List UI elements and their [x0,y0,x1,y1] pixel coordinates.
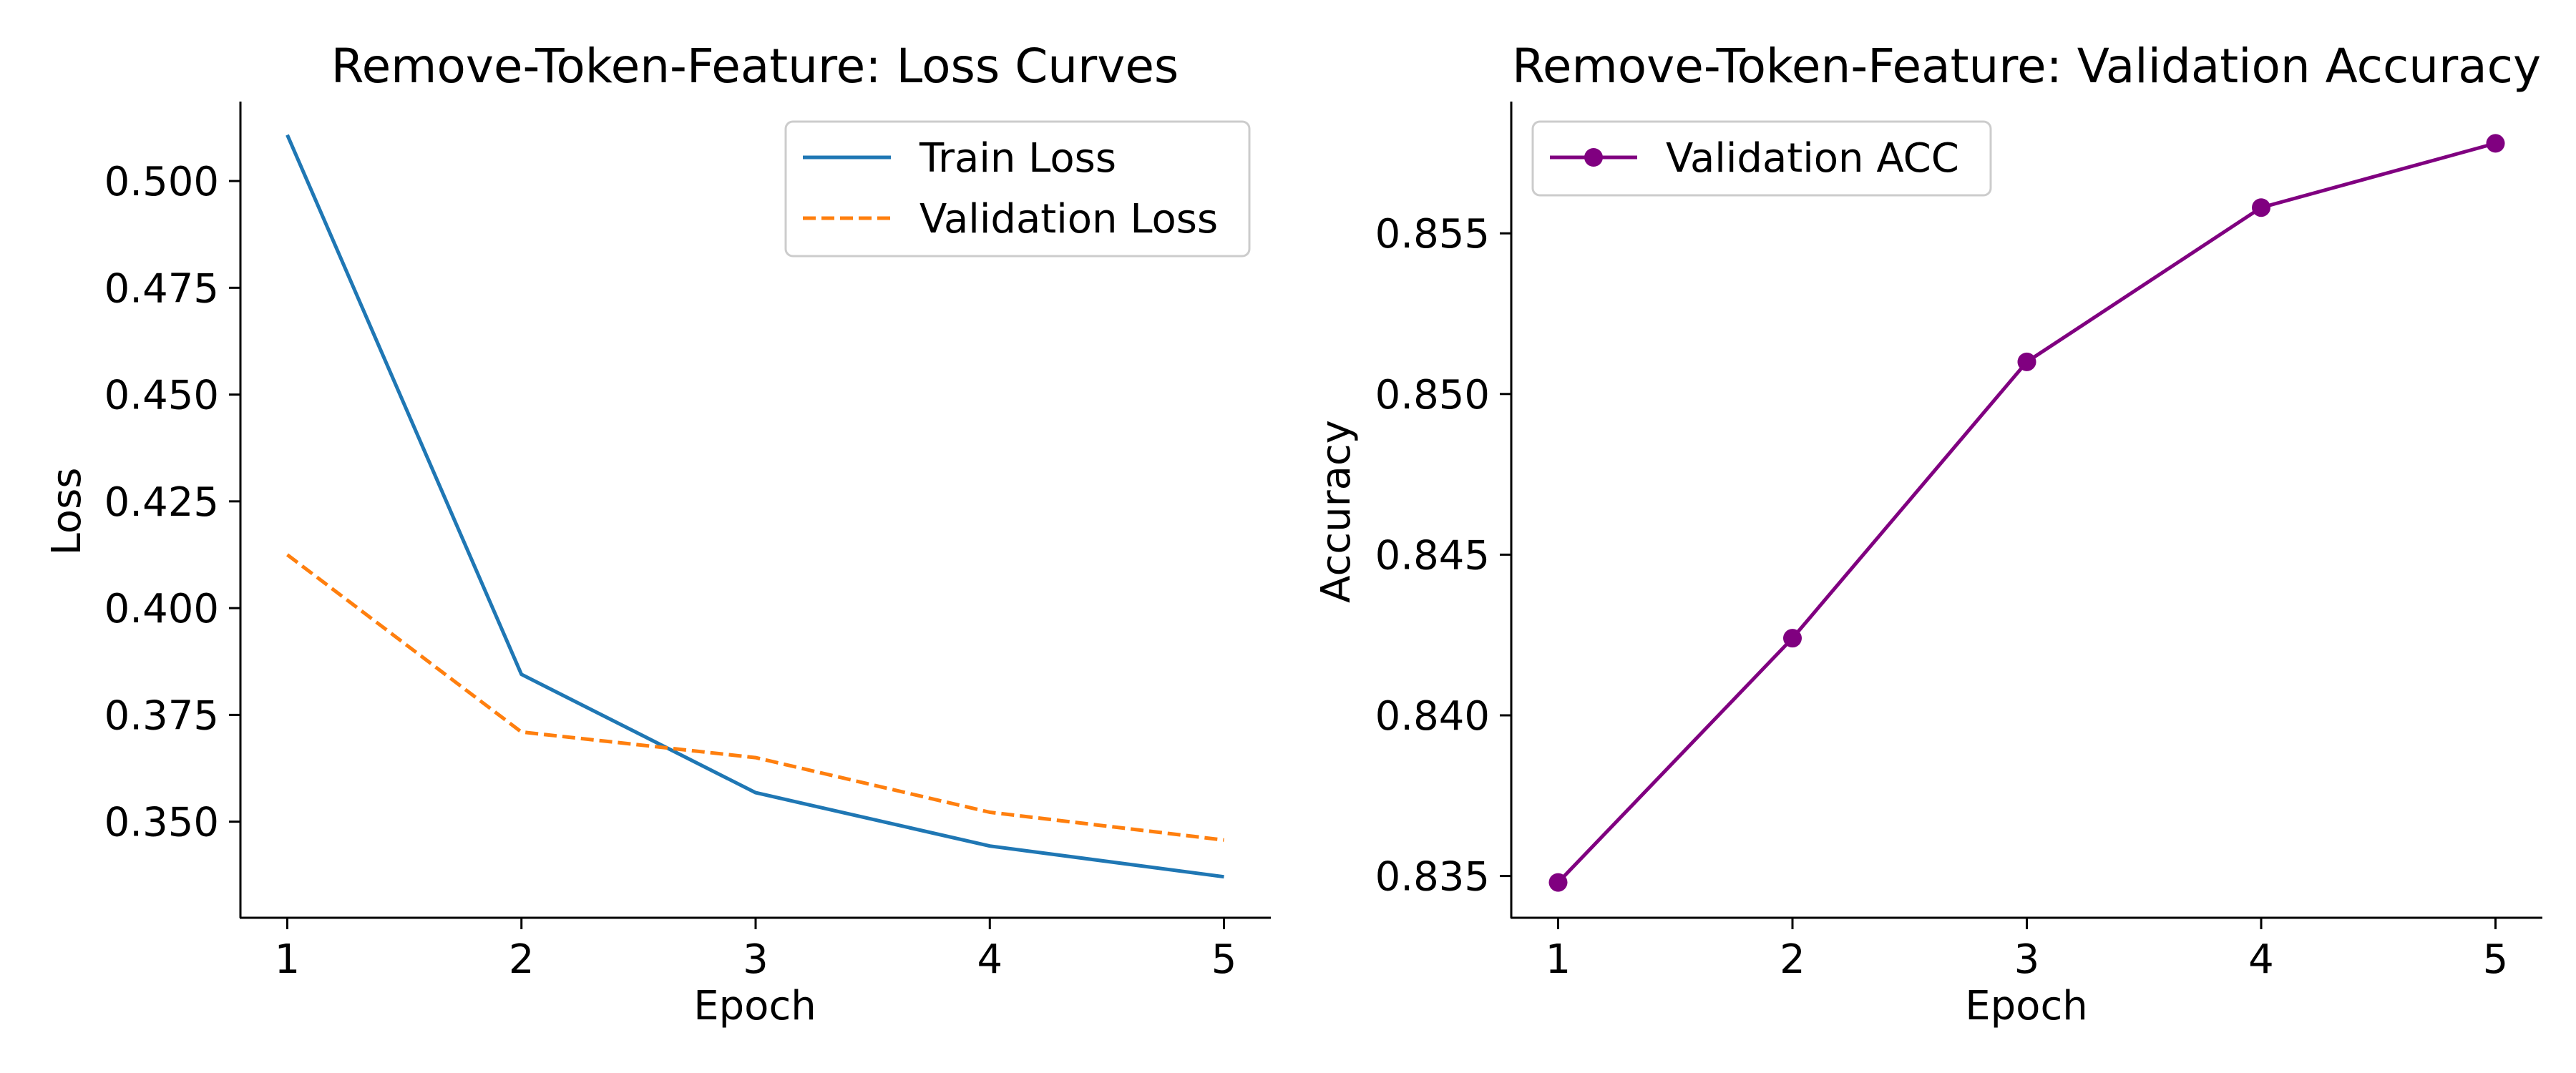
accuracy-chart-series [1548,134,2505,892]
series-line-train-loss [286,134,1224,879]
loss-y-tick-label: 0.425 [104,479,219,526]
accuracy-chart-x-axis-label: Epoch [1965,983,2087,1029]
data-point-validation-acc [2486,134,2505,153]
accuracy-x-tick-label: 4 [2248,936,2274,983]
loss-chart-y-axis-label: Loss [44,468,90,556]
accuracy-x-tick-label: 1 [1546,936,1571,983]
accuracy-y-tick-label: 0.855 [1375,211,1490,258]
accuracy-y-tick-label: 0.835 [1375,854,1490,901]
accuracy-chart-title: Remove-Token-Feature: Validation Accurac… [1512,39,2541,94]
loss-x-tick-label: 5 [1211,936,1237,983]
loss-y-tick-label: 0.350 [104,800,219,846]
accuracy-chart-y-ticks: 0.835 0.840 0.845 0.850 0.855 [1375,211,1511,901]
accuracy-chart-panel: Remove-Token-Feature: Validation Accurac… [1313,39,2542,1029]
legend-label-validation-acc: Validation ACC [1666,135,1959,182]
loss-chart-y-ticks: 0.350 0.375 0.400 0.425 0.450 0.475 0.500 [104,159,240,846]
loss-y-tick-label: 0.375 [104,692,219,739]
loss-y-tick-label: 0.450 [104,373,219,419]
series-line-validation-loss [286,553,1224,842]
legend-box [784,120,1251,258]
accuracy-x-tick-label: 5 [2483,936,2509,983]
accuracy-y-tick-label: 0.840 [1375,693,1490,740]
data-point-validation-acc [1548,873,1568,892]
loss-y-tick-label: 0.500 [104,159,219,205]
accuracy-chart-y-axis-label: Accuracy [1313,420,1360,603]
accuracy-chart-x-ticks: 1 2 3 4 5 [1546,918,2509,983]
legend-label-validation-loss: Validation Loss [919,196,1218,242]
loss-chart-x-ticks: 1 2 3 4 5 [275,918,1237,983]
loss-x-tick-label: 1 [275,936,301,983]
loss-y-tick-label: 0.400 [104,586,219,632]
loss-x-tick-label: 4 [977,936,1002,983]
legend-marker-validation-acc [1584,148,1603,167]
accuracy-chart-legend: Validation ACC [1531,120,1992,197]
accuracy-x-tick-label: 2 [1780,936,1805,983]
accuracy-x-tick-label: 3 [2014,936,2040,983]
legend-label-train-loss: Train Loss [919,135,1116,182]
series-line-validation-acc [1556,141,2497,884]
data-point-validation-acc [2252,198,2270,217]
loss-chart-legend: Train Loss Validation Loss [784,120,1251,258]
data-point-validation-acc [1783,629,1802,648]
loss-chart-panel: Remove-Token-Feature: Loss Curves Loss E… [44,39,1271,1029]
accuracy-y-tick-label: 0.850 [1375,372,1490,418]
loss-chart-x-axis-label: Epoch [693,983,816,1029]
legend-box [1531,120,1992,197]
loss-y-tick-label: 0.475 [104,265,219,312]
loss-chart-title: Remove-Token-Feature: Loss Curves [331,39,1179,94]
loss-x-tick-label: 2 [509,936,535,983]
accuracy-y-tick-label: 0.845 [1375,532,1490,579]
loss-chart-series [286,134,1224,879]
data-point-validation-acc [2017,352,2036,371]
loss-x-tick-label: 3 [743,936,769,983]
